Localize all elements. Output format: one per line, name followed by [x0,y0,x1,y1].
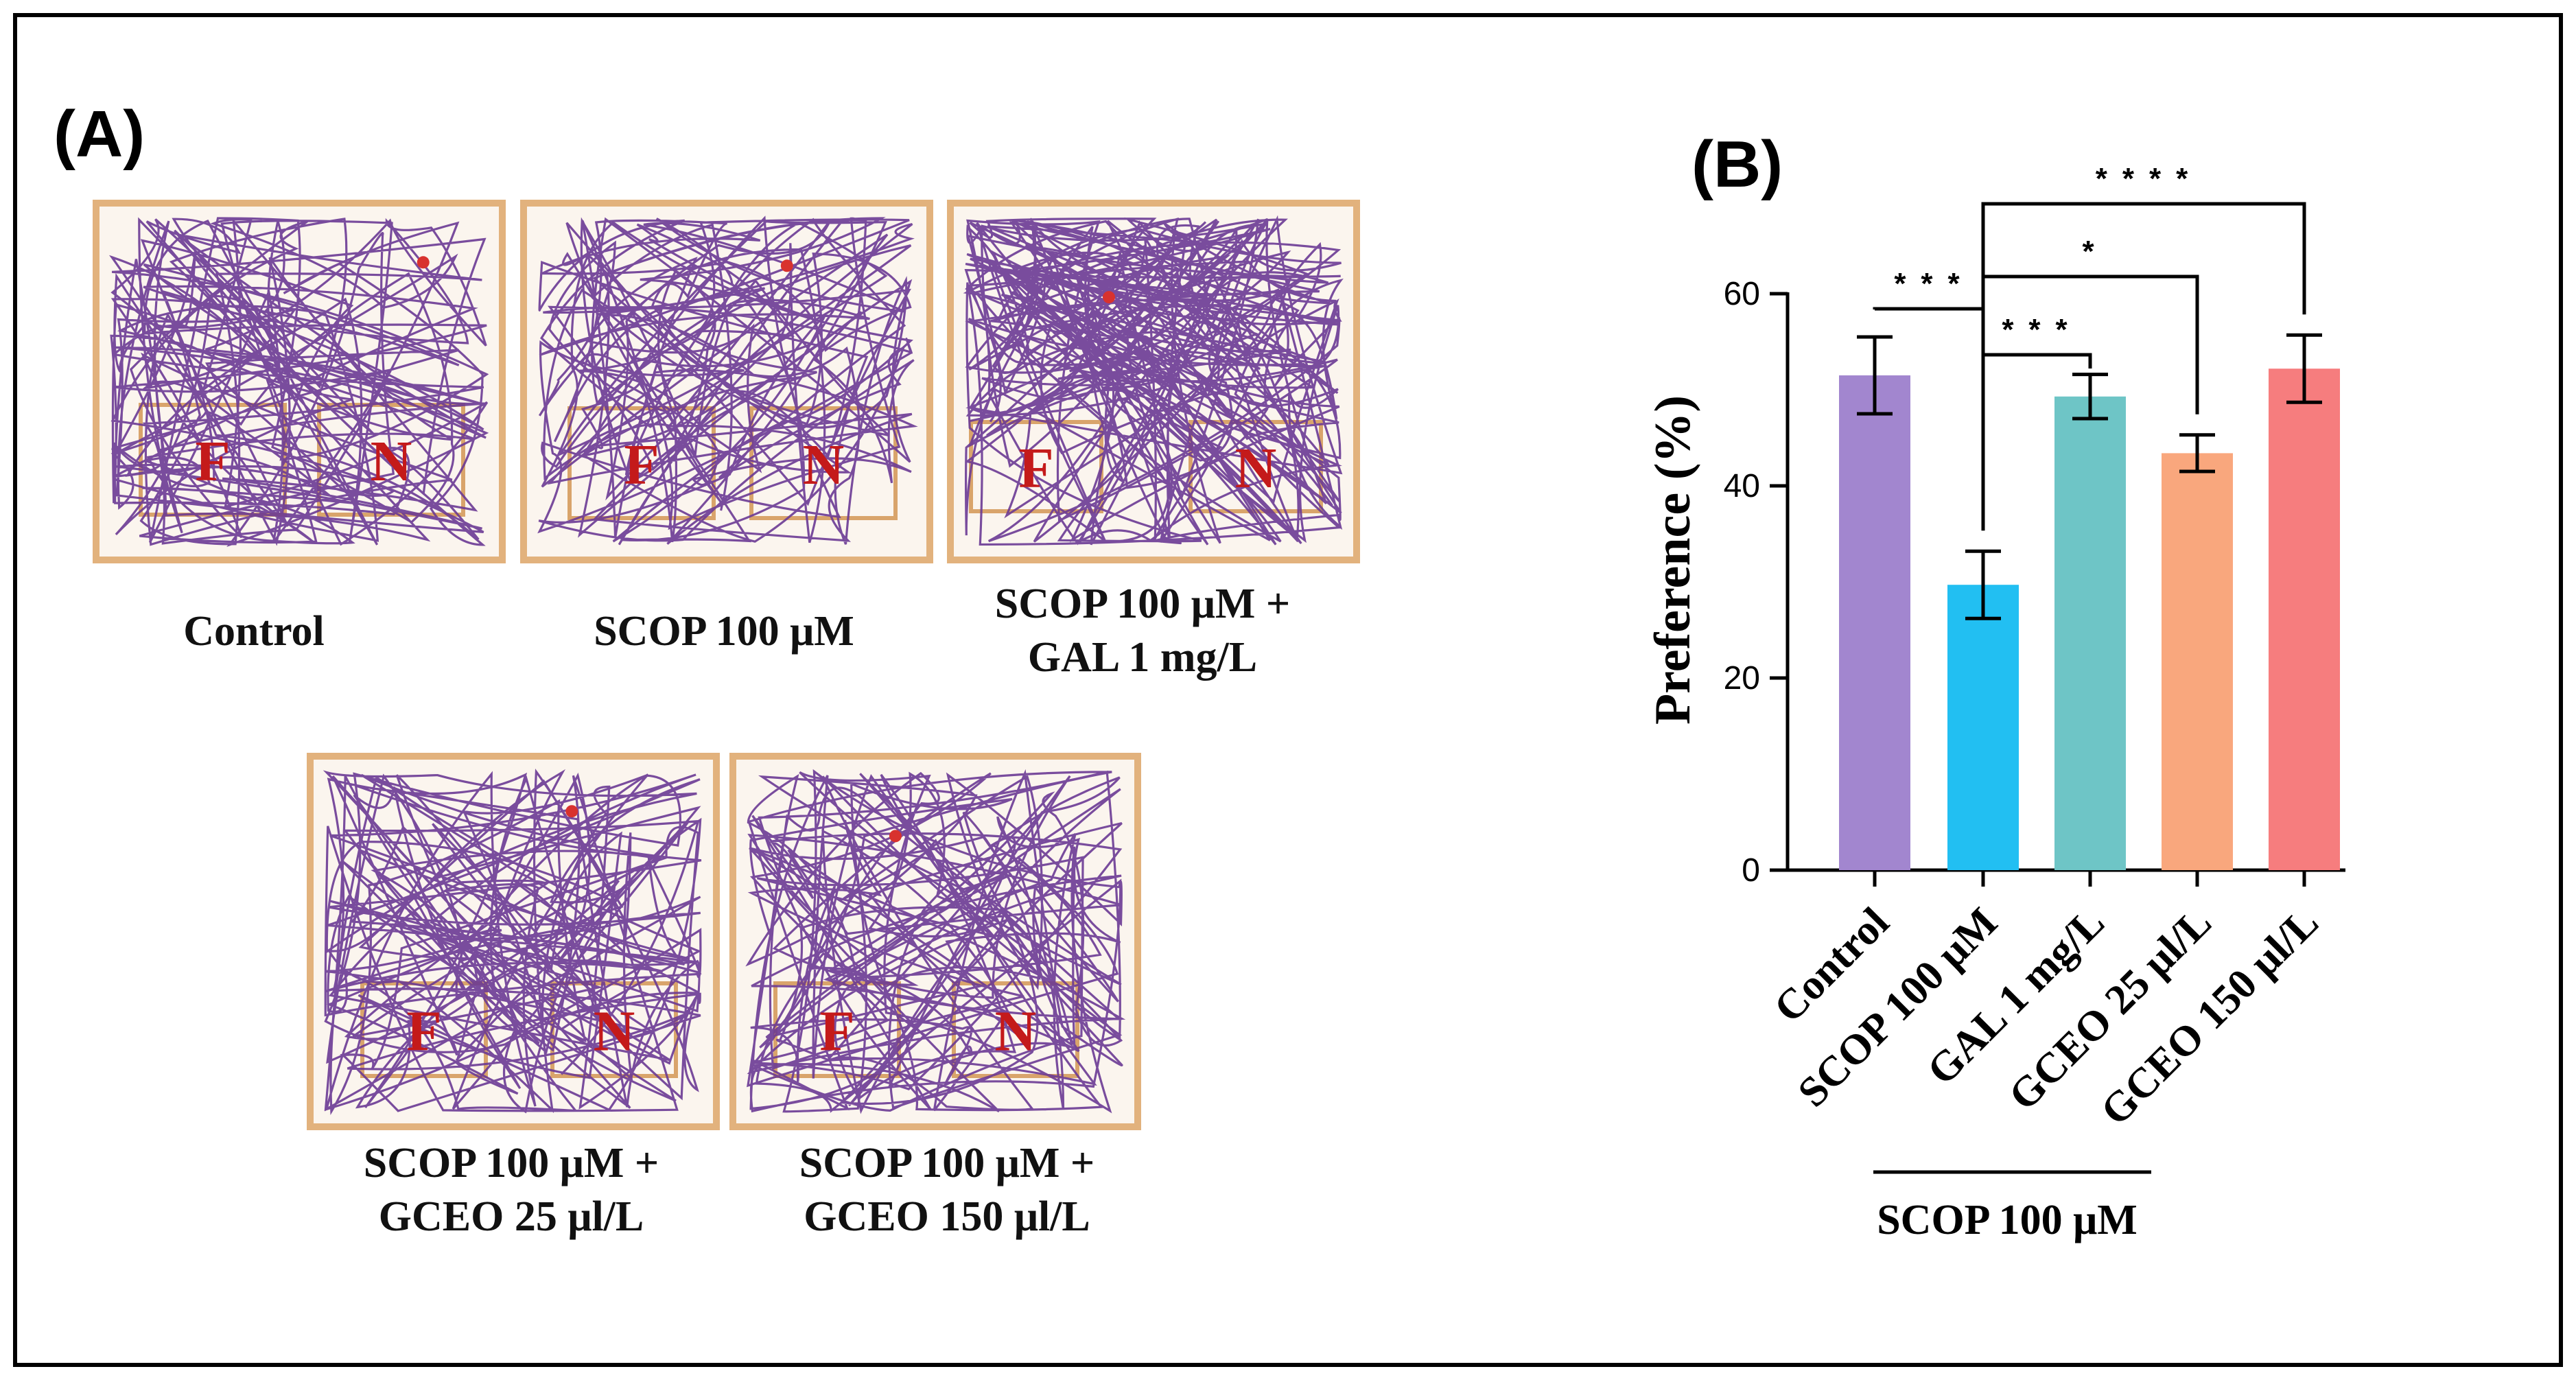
zone-familiar-label: F [1018,436,1053,500]
movement-trajectory [537,215,918,546]
movement-trajectory [108,217,489,547]
zone-novel-label: N [371,430,412,493]
y-tick-label: 0 [1742,852,1760,889]
start-marker [417,256,430,269]
arena-caption: Control [183,608,325,655]
y-tick-label: 40 [1724,468,1760,504]
arena-caption: GCEO 25 μl/L [379,1193,644,1240]
arena-scop: F N SCOP 100 μM [520,200,933,655]
movement-trajectory [745,769,1126,1114]
bar [2269,369,2340,870]
arena-caption: SCOP 100 μM [594,608,854,655]
bar [1839,375,1910,870]
zone-novel-label: N [594,1000,635,1064]
arena-group: F N Control F N SCOP 100 μM F N SCOP 100 μM + GAL… [93,200,1360,1240]
group-label: SCOP 100 μM [1877,1197,2138,1243]
arena-caption: GCEO 150 μl/L [804,1193,1090,1240]
movement-trajectory [963,215,1344,546]
bar [1947,585,2019,870]
panel-a-label: (A) [54,97,145,171]
bar [2054,396,2126,870]
y-tick-label: 60 [1724,276,1760,312]
arena-caption: GAL 1 mg/L [1028,634,1257,681]
significance-label: **** [2096,162,2203,196]
arena-control: F N Control [93,200,506,655]
start-marker [565,805,578,818]
arena-caption: SCOP 100 μM + [799,1140,1094,1186]
zone-familiar-label: F [624,433,659,497]
significance-label: * [2082,235,2109,268]
arena-scop-gal: F N SCOP 100 μM + GAL 1 mg/L [947,200,1360,681]
panel-b-label: (B) [1691,128,1783,201]
zone-novel-label: N [995,1000,1037,1064]
y-axis-label: Preference (%) [1645,395,1701,725]
arena-caption: SCOP 100 μM + [995,581,1290,627]
zone-familiar-label: F [406,1000,441,1064]
movement-trajectory [323,768,702,1116]
zone-familiar-label: F [819,1000,854,1064]
zone-novel-label: N [803,433,845,497]
bar [2162,453,2233,870]
zone-novel-label: N [1235,436,1277,500]
significance-label: *** [1894,267,1974,301]
start-marker [889,830,902,843]
zone-familiar-label: F [195,430,230,493]
significance-label: *** [2002,313,2082,347]
y-tick-label: 20 [1724,660,1760,697]
arena-scop-gceo25: F N SCOP 100 μM + GCEO 25 μl/L [307,753,720,1240]
start-marker [1103,291,1116,304]
arena-scop-gceo150: F N SCOP 100 μM + GCEO 150 μl/L [729,753,1141,1240]
start-marker [780,259,793,272]
arena-caption: SCOP 100 μM + [364,1140,659,1186]
significance-bracket [1981,202,2306,524]
